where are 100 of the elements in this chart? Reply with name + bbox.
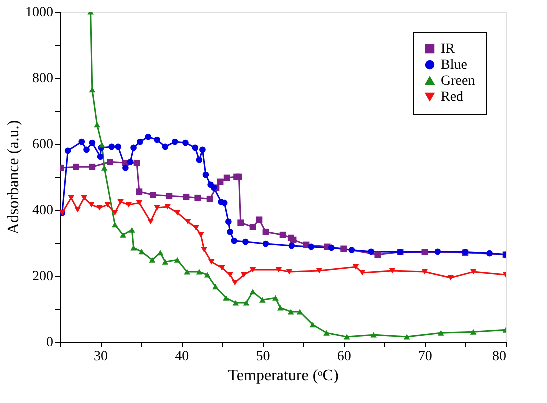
- legend-label: Blue: [441, 58, 468, 73]
- point: [227, 272, 234, 278]
- y-tick-label: 600: [32, 138, 54, 152]
- point: [184, 219, 192, 225]
- point: [328, 244, 335, 252]
- point: [130, 144, 137, 152]
- point: [250, 224, 256, 230]
- point: [256, 216, 263, 224]
- point: [324, 330, 330, 336]
- y-tick-label: 0: [46, 336, 54, 350]
- point: [226, 218, 232, 226]
- y-tick-label: 1000: [26, 6, 54, 20]
- point: [112, 210, 118, 216]
- point: [422, 269, 428, 275]
- point: [112, 222, 118, 228]
- point: [310, 322, 316, 328]
- point: [208, 259, 215, 265]
- point: [368, 248, 375, 256]
- point: [404, 334, 410, 340]
- point: [290, 236, 297, 244]
- point: [136, 188, 143, 196]
- point: [172, 138, 178, 146]
- point: [277, 305, 284, 311]
- legend-label: Green: [441, 74, 476, 89]
- point: [486, 250, 493, 257]
- point: [370, 332, 377, 338]
- point: [288, 242, 296, 250]
- point: [204, 272, 211, 278]
- x-axis-title: Temperature (ᵒC): [228, 368, 339, 384]
- point: [250, 267, 256, 273]
- point: [193, 225, 200, 231]
- point: [470, 329, 477, 335]
- point: [232, 280, 238, 286]
- point: [276, 267, 282, 273]
- x-tick-label: 50: [256, 350, 270, 364]
- point: [183, 194, 190, 200]
- point: [374, 252, 382, 258]
- point: [115, 144, 122, 150]
- point: [221, 200, 228, 206]
- point: [210, 184, 218, 192]
- point: [262, 240, 270, 248]
- point: [129, 227, 136, 233]
- point: [157, 250, 164, 256]
- point: [64, 148, 72, 154]
- point: [174, 257, 181, 263]
- point: [212, 284, 219, 290]
- point: [217, 178, 224, 186]
- point: [194, 194, 202, 202]
- point: [74, 207, 81, 213]
- point: [219, 265, 226, 271]
- point: [280, 232, 286, 238]
- point: [164, 204, 172, 210]
- point: [184, 269, 190, 275]
- point: [286, 269, 293, 275]
- x-tick-label: 80: [492, 350, 506, 364]
- point: [206, 196, 214, 202]
- point: [288, 309, 294, 315]
- point: [97, 154, 104, 160]
- point: [262, 228, 270, 236]
- point: [94, 122, 100, 128]
- x-tick-label: 70: [418, 350, 432, 364]
- point: [137, 138, 144, 146]
- point: [154, 136, 160, 144]
- point: [250, 289, 256, 295]
- point: [340, 246, 347, 252]
- point: [348, 247, 356, 254]
- point: [150, 192, 156, 198]
- x-tick-label: 60: [337, 350, 352, 364]
- point: [81, 195, 88, 201]
- point: [148, 219, 154, 225]
- point: [192, 144, 199, 152]
- legend-label: IR: [441, 42, 456, 57]
- y-tick-label: 800: [32, 72, 54, 86]
- point: [134, 160, 140, 166]
- point: [99, 142, 106, 148]
- point: [202, 172, 210, 178]
- point: [422, 249, 428, 256]
- point: [434, 248, 442, 256]
- point: [88, 202, 95, 208]
- point: [122, 164, 129, 172]
- point: [448, 275, 454, 281]
- point: [296, 309, 304, 315]
- point: [260, 297, 266, 303]
- point: [108, 144, 116, 150]
- point: [196, 157, 203, 164]
- point: [89, 164, 96, 170]
- point: [174, 210, 181, 216]
- point: [162, 259, 169, 265]
- point: [359, 270, 366, 276]
- point: [389, 268, 396, 274]
- point: [89, 87, 96, 93]
- point: [224, 174, 230, 182]
- point: [352, 264, 360, 270]
- point: [84, 146, 90, 154]
- point: [120, 232, 126, 238]
- point: [166, 192, 173, 200]
- point: [89, 140, 96, 146]
- point: [196, 269, 203, 275]
- x-tick-label: 40: [175, 350, 190, 364]
- point: [73, 164, 80, 170]
